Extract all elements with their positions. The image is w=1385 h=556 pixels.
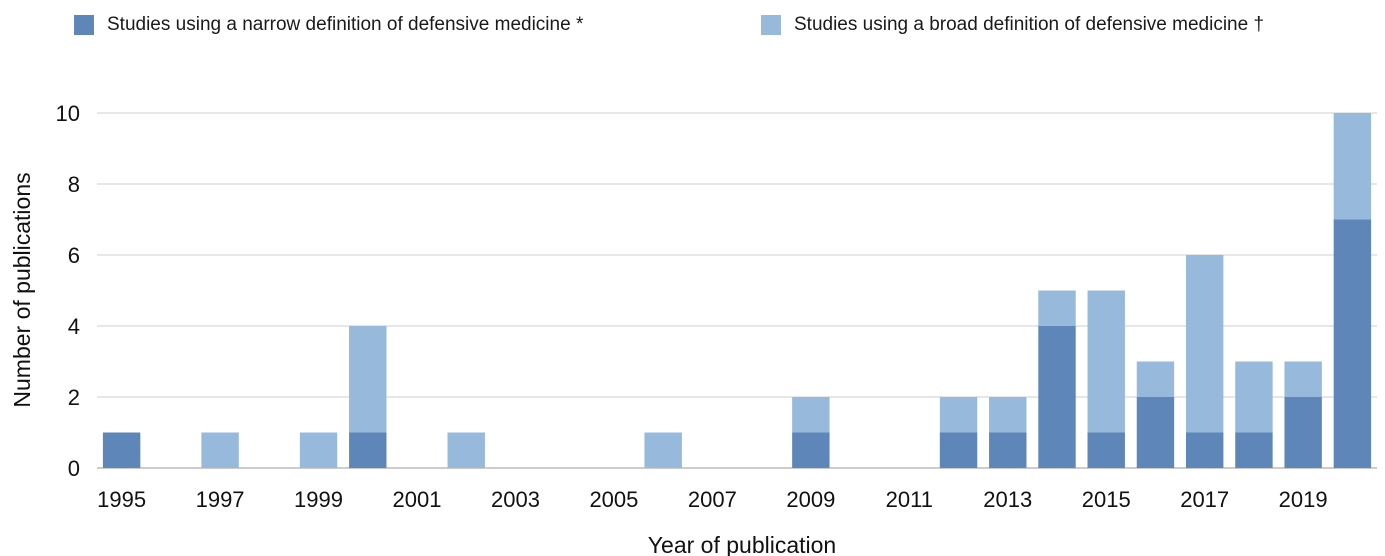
x-tick-label: 2017: [1180, 487, 1229, 512]
bar-broad-2006: [644, 432, 682, 468]
bar-broad-1997: [201, 432, 239, 468]
bar-narrow-2017: [1185, 432, 1224, 468]
legend-item-narrow: Studies using a narrow definition of def…: [74, 14, 583, 36]
bar-broad-2013: [989, 397, 1027, 433]
x-tick-label: 2019: [1279, 487, 1328, 512]
legend-label-narrow: Studies using a narrow definition of def…: [107, 14, 584, 35]
y-axis-ticks: 0 2 4 6 8 10: [56, 101, 80, 481]
bars: [102, 113, 1372, 468]
x-tick-label: 1995: [97, 487, 146, 512]
bar-broad-2009: [792, 397, 830, 433]
bar-narrow-2020: [1333, 219, 1372, 468]
x-tick-label: 2009: [786, 487, 835, 512]
bar-broad-2015: [1087, 290, 1125, 433]
bar-broad-2002: [447, 432, 485, 468]
bar-narrow-2000: [349, 432, 387, 468]
bar-broad-2012: [939, 397, 978, 433]
bar-narrow-2015: [1087, 432, 1125, 468]
x-tick-label: 1997: [196, 487, 245, 512]
bar-broad-2000: [349, 326, 387, 433]
bar-broad-2016: [1136, 361, 1175, 397]
y-tick-label: 0: [68, 456, 80, 481]
x-axis-ticks: 1995 1997 1999 2001 2003 2005 2007 2009 2011 2013…: [97, 487, 1327, 512]
bar-narrow-2014: [1038, 326, 1076, 468]
bar-narrow-2019: [1284, 397, 1322, 468]
x-tick-label: 2011: [886, 487, 933, 512]
bar-broad-2014: [1038, 290, 1076, 326]
x-tick-label: 2001: [393, 487, 442, 512]
x-tick-label: 2015: [1082, 487, 1131, 512]
bar-broad-2017: [1185, 255, 1224, 433]
x-tick-label: 2013: [983, 487, 1032, 512]
y-tick-label: 2: [68, 385, 80, 410]
bar-narrow-1995: [102, 432, 141, 468]
y-axis-title: Number of publications: [9, 172, 35, 407]
bar-broad-2018: [1235, 361, 1273, 433]
y-tick-label: 6: [68, 243, 80, 268]
x-tick-label: 2003: [491, 487, 540, 512]
bar-broad-2019: [1284, 361, 1322, 397]
x-axis-title: Year of publication: [648, 532, 836, 556]
bar-narrow-2009: [792, 432, 830, 468]
gridlines: [97, 112, 1377, 469]
x-tick-label: 2005: [589, 487, 638, 512]
x-tick-label: 1999: [294, 487, 343, 512]
legend-item-broad: Studies using a broad definition of defe…: [761, 14, 1264, 36]
legend-swatch-broad: [761, 15, 781, 35]
legend-label-broad: Studies using a broad definition of defe…: [794, 14, 1265, 35]
bar-narrow-2013: [989, 432, 1027, 468]
legend-swatch-narrow: [74, 15, 94, 35]
bar-narrow-2016: [1136, 397, 1175, 468]
bar-narrow-2012: [939, 432, 978, 468]
bar-broad-1999: [299, 432, 338, 468]
y-tick-label: 8: [68, 172, 80, 197]
bar-broad-2020: [1333, 113, 1372, 220]
bar-narrow-2018: [1235, 432, 1273, 468]
legend: Studies using a narrow definition of def…: [0, 14, 1385, 40]
y-tick-label: 4: [68, 314, 80, 339]
y-tick-label: 10: [56, 101, 80, 126]
x-tick-label: 2007: [688, 487, 737, 512]
